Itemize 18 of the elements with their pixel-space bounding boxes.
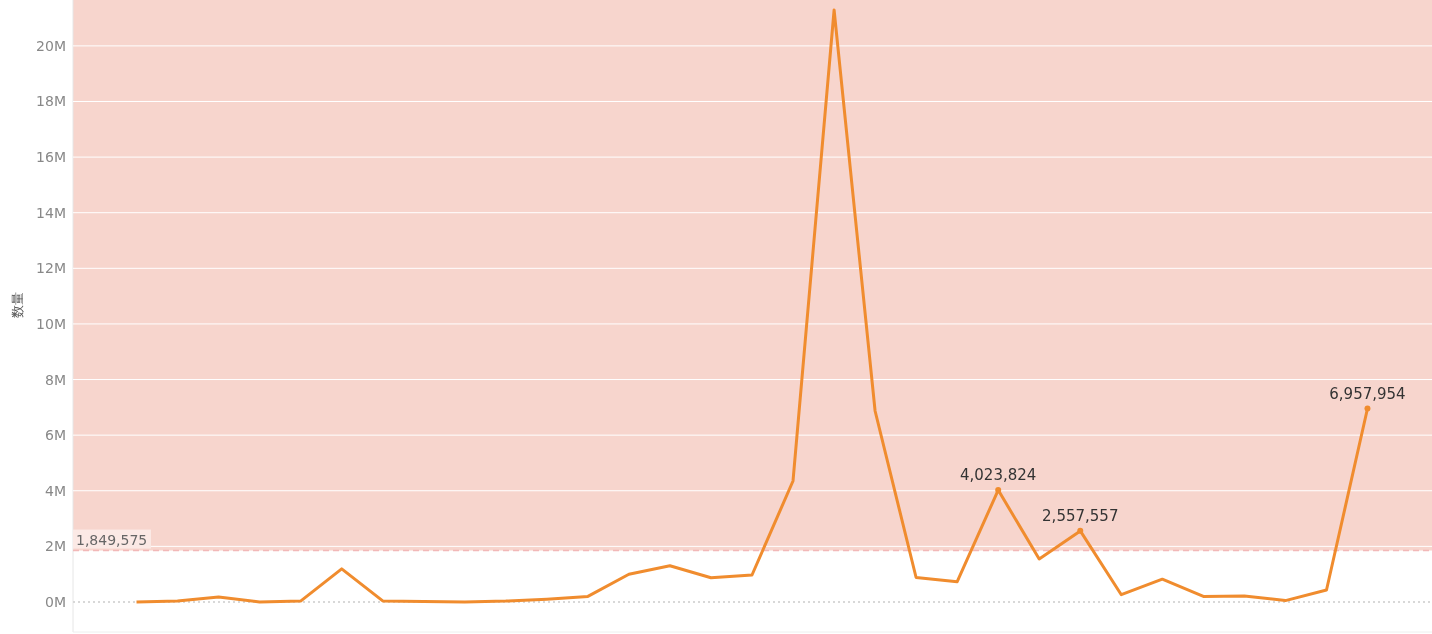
y-tick-label: 10M — [36, 315, 66, 332]
data-label: 2,557,557 — [1042, 506, 1119, 525]
ref-line-label: 1,849,575 — [76, 531, 148, 548]
y-tick-label: 2M — [45, 538, 66, 555]
y-tick-label: 16M — [36, 149, 66, 166]
y-tick-label: 8M — [45, 371, 66, 388]
y-tick-label: 4M — [45, 482, 66, 499]
y-axis-title: 数量 — [10, 292, 25, 318]
y-tick-label: 14M — [36, 204, 66, 221]
y-tick-label: 20M — [36, 37, 66, 54]
data-label: 6,957,954 — [1329, 384, 1406, 403]
y-tick-label: 18M — [36, 93, 66, 110]
point — [1364, 405, 1371, 412]
point — [1077, 527, 1084, 534]
y-tick-label: 6M — [45, 427, 66, 444]
data-label: 4,023,824 — [960, 466, 1037, 485]
y-tick-label: 12M — [36, 260, 66, 277]
y-tick-label: 0M — [45, 593, 66, 610]
